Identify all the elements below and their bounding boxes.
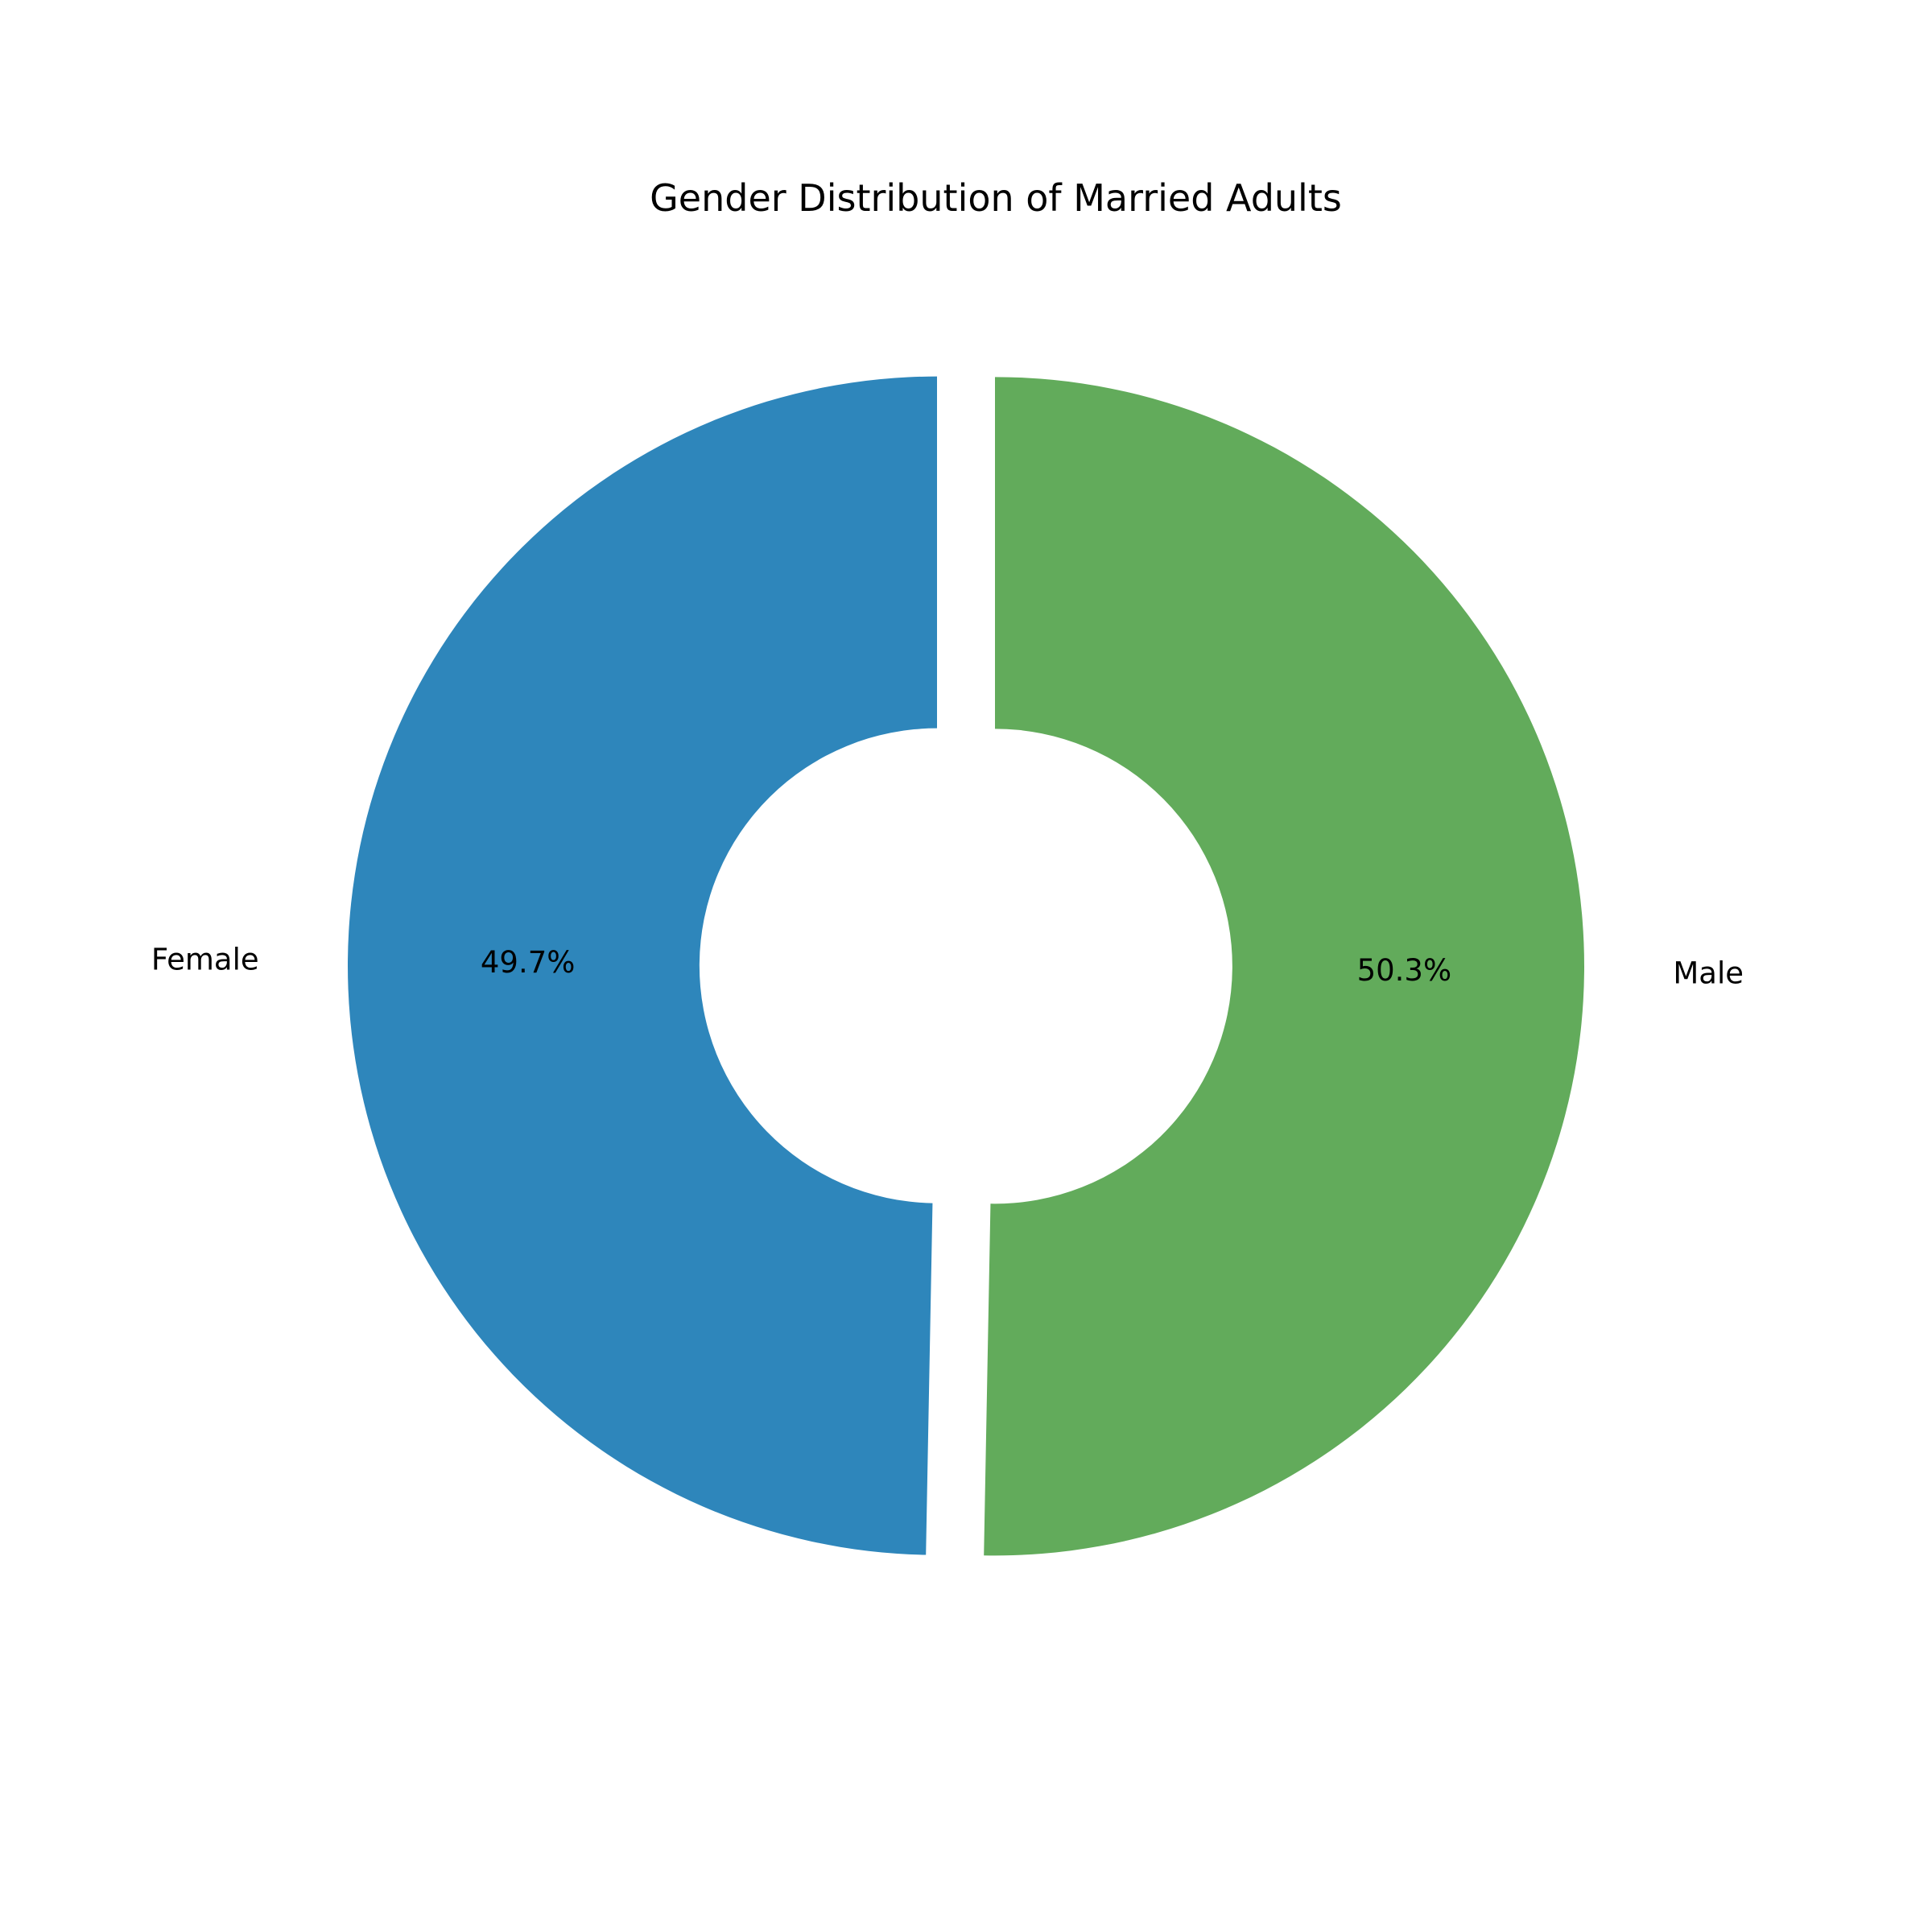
- slice-male: [984, 377, 1584, 1556]
- pct-label-male: 50.3%: [1357, 953, 1452, 988]
- chart-title: Gender Distribution of Married Adults: [650, 176, 1342, 220]
- slice-label-female: Female: [151, 943, 259, 977]
- pct-label-female: 49.7%: [481, 945, 576, 980]
- slice-label-male: Male: [1673, 956, 1744, 990]
- slices-group: [347, 376, 1584, 1556]
- labels-group: Female 49.7% Male 50.3%: [151, 943, 1744, 991]
- slice-female: [347, 376, 937, 1555]
